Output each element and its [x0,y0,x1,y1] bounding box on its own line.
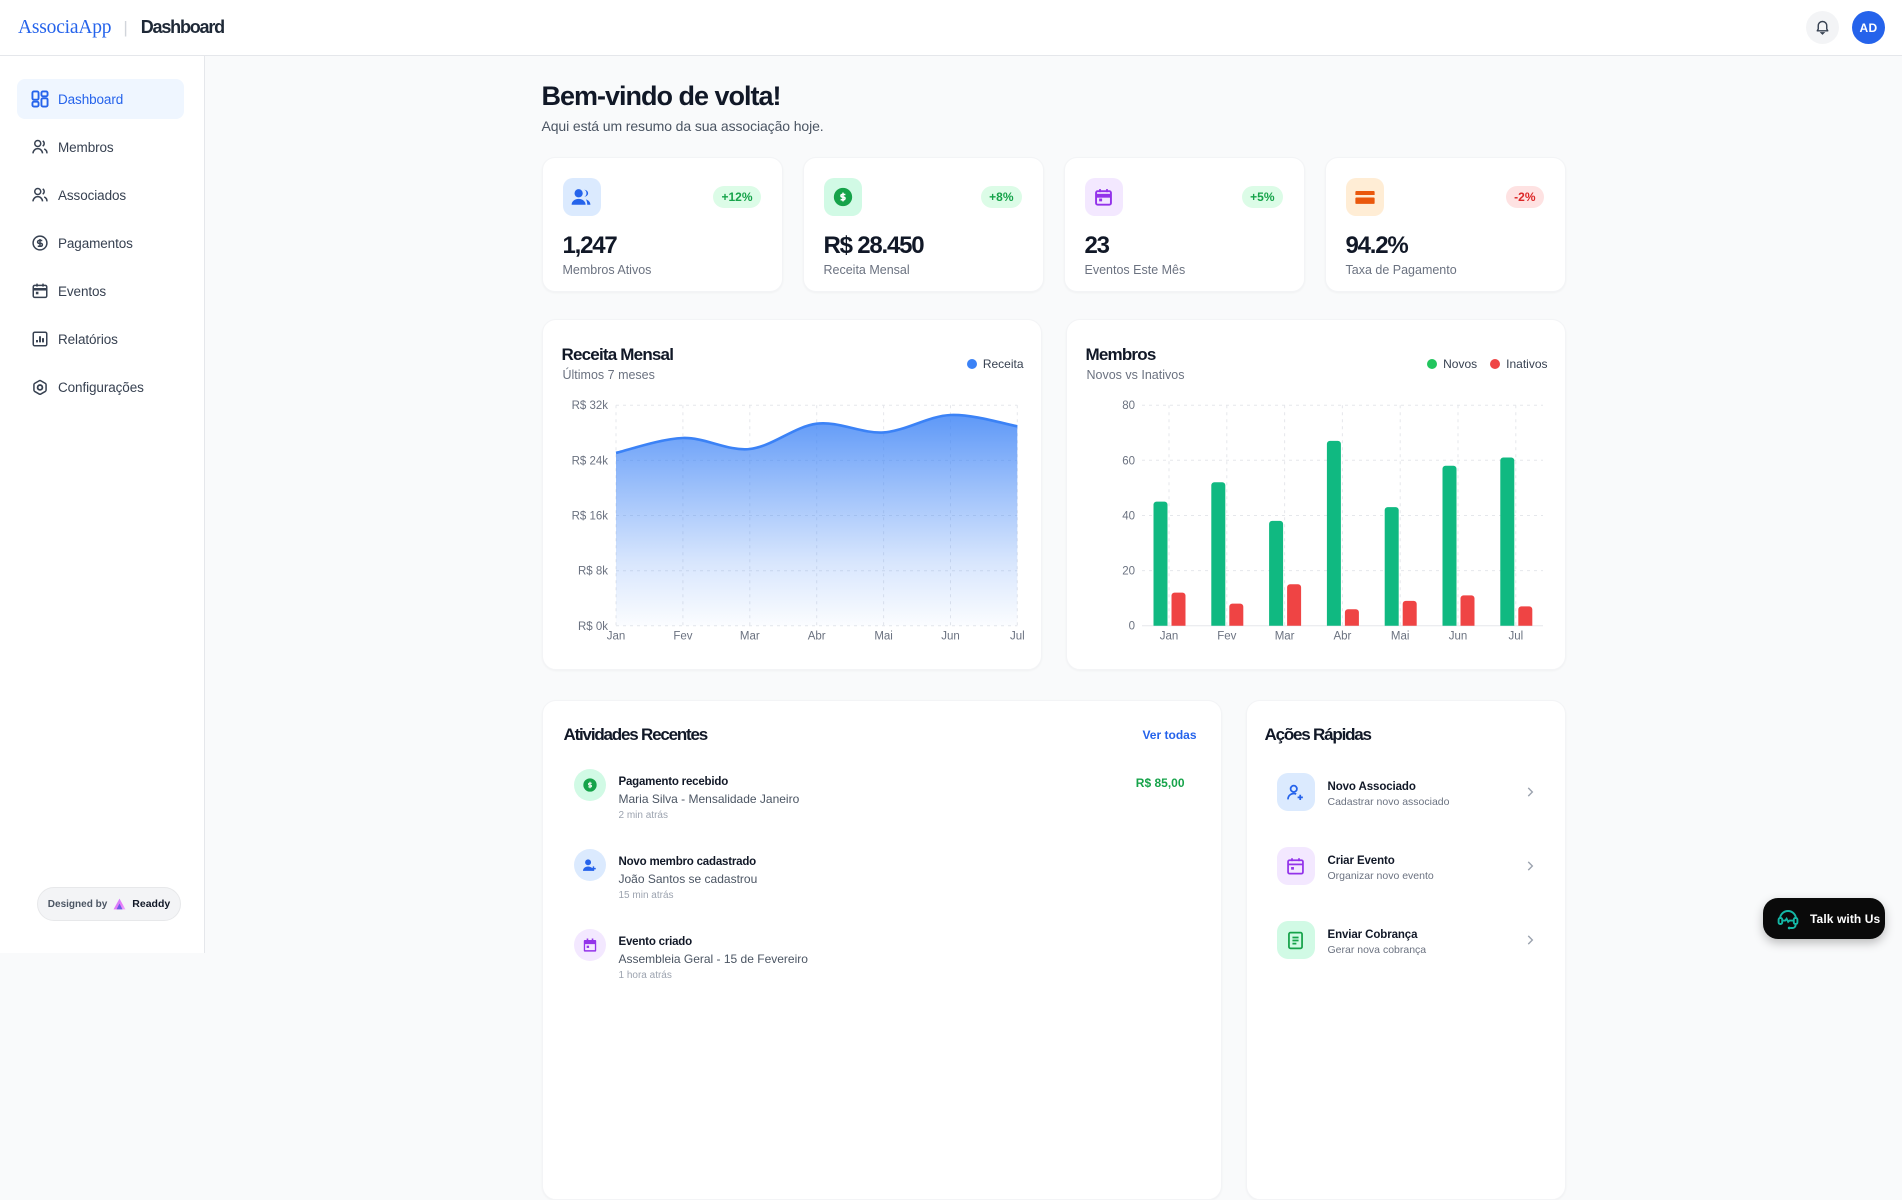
svg-text:Abr: Abr [1333,631,1351,643]
svg-text:R$ 16k: R$ 16k [571,511,608,523]
svg-text:Mar: Mar [1274,631,1294,643]
svg-text:80: 80 [1122,400,1135,412]
svg-text:Abr: Abr [807,631,825,643]
svg-text:R$ 0k: R$ 0k [577,621,607,633]
svg-text:Mai: Mai [874,631,893,643]
svg-text:Jul: Jul [1009,631,1024,643]
svg-text:Jan: Jan [606,631,625,643]
svg-text:R$ 32k: R$ 32k [571,400,608,412]
svg-text:60: 60 [1122,455,1135,467]
svg-text:40: 40 [1122,511,1135,523]
svg-text:Mar: Mar [739,631,759,643]
svg-text:0: 0 [1128,621,1134,633]
svg-text:Jul: Jul [1508,631,1523,643]
svg-text:Jun: Jun [941,631,960,643]
svg-text:Jan: Jan [1159,631,1178,643]
svg-text:R$ 24k: R$ 24k [571,455,608,467]
svg-text:Fev: Fev [673,631,692,643]
svg-text:20: 20 [1122,566,1135,578]
svg-text:Jun: Jun [1448,631,1467,643]
svg-text:Fev: Fev [1217,631,1236,643]
svg-text:R$ 8k: R$ 8k [577,566,607,578]
svg-text:Mai: Mai [1390,631,1409,643]
